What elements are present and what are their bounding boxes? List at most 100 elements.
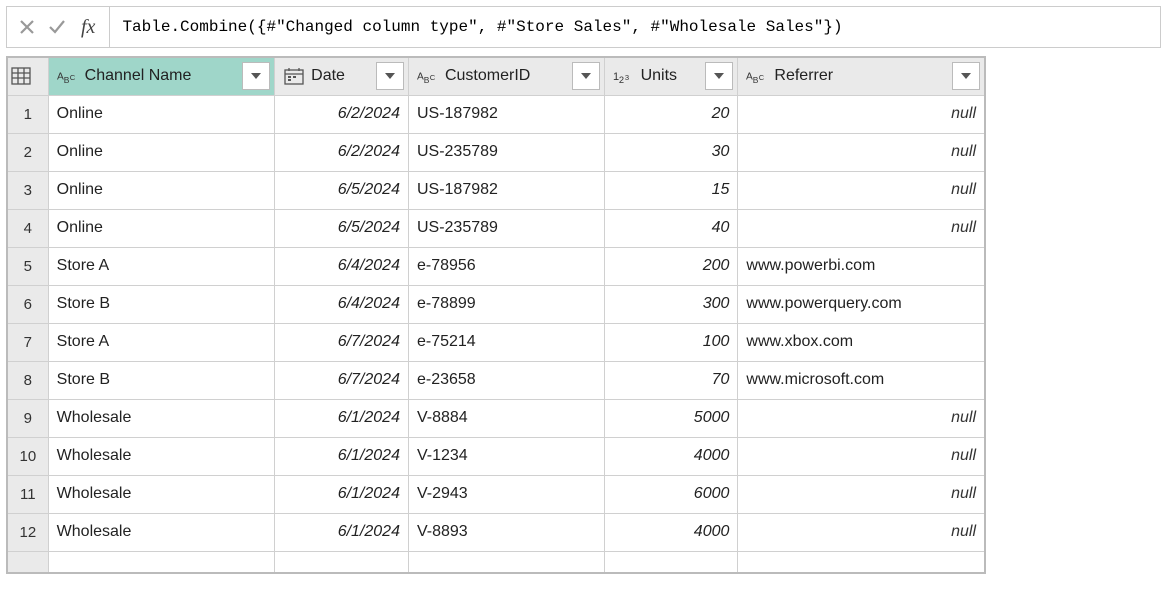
row-number[interactable]: 1 bbox=[7, 95, 48, 133]
cell-date[interactable]: 6/1/2024 bbox=[275, 437, 409, 475]
cell-customerid[interactable]: V-8884 bbox=[408, 399, 604, 437]
row-number[interactable]: 3 bbox=[7, 171, 48, 209]
filter-button[interactable] bbox=[242, 62, 270, 90]
cell-date[interactable]: 6/5/2024 bbox=[275, 209, 409, 247]
cell-referrer[interactable]: www.powerbi.com bbox=[738, 247, 985, 285]
cell-units[interactable]: 70 bbox=[604, 361, 738, 399]
cancel-icon[interactable] bbox=[15, 15, 39, 39]
table-row[interactable]: 10Wholesale6/1/2024V-12344000null bbox=[7, 437, 985, 475]
row-number[interactable]: 12 bbox=[7, 513, 48, 551]
cell-date[interactable]: 6/4/2024 bbox=[275, 285, 409, 323]
column-header-date[interactable]: Date bbox=[275, 57, 409, 95]
cell-units[interactable]: 5000 bbox=[604, 399, 738, 437]
cell-units[interactable]: 40 bbox=[604, 209, 738, 247]
cell-customerid[interactable]: V-2943 bbox=[408, 475, 604, 513]
cell-date[interactable]: 6/1/2024 bbox=[275, 475, 409, 513]
table-row[interactable]: 12Wholesale6/1/2024V-88934000null bbox=[7, 513, 985, 551]
cell-channel[interactable]: Online bbox=[48, 171, 274, 209]
row-number[interactable]: 6 bbox=[7, 285, 48, 323]
cell-units[interactable]: 30 bbox=[604, 133, 738, 171]
cell-units[interactable]: 15 bbox=[604, 171, 738, 209]
cell-channel[interactable]: Online bbox=[48, 133, 274, 171]
cell-customerid[interactable]: US-235789 bbox=[408, 209, 604, 247]
filter-button[interactable] bbox=[952, 62, 980, 90]
cell-customerid[interactable]: e-78899 bbox=[408, 285, 604, 323]
cell-date[interactable]: 6/1/2024 bbox=[275, 513, 409, 551]
cell-units[interactable]: 4000 bbox=[604, 513, 738, 551]
cell-referrer[interactable]: null bbox=[738, 513, 985, 551]
table-row[interactable]: 6Store B6/4/2024e-78899300www.powerquery… bbox=[7, 285, 985, 323]
cell-channel[interactable]: Store B bbox=[48, 361, 274, 399]
column-header-channel[interactable]: ABC Channel Name bbox=[48, 57, 274, 95]
row-number[interactable]: 4 bbox=[7, 209, 48, 247]
cell-date[interactable]: 6/1/2024 bbox=[275, 399, 409, 437]
cell-date[interactable]: 6/2/2024 bbox=[275, 95, 409, 133]
formula-input[interactable] bbox=[109, 7, 1160, 47]
row-number[interactable]: 8 bbox=[7, 361, 48, 399]
cell-units[interactable]: 100 bbox=[604, 323, 738, 361]
column-header-units[interactable]: 123 Units bbox=[604, 57, 738, 95]
cell-referrer[interactable]: null bbox=[738, 437, 985, 475]
table-row[interactable]: 8Store B6/7/2024e-2365870www.microsoft.c… bbox=[7, 361, 985, 399]
cell-referrer[interactable]: null bbox=[738, 133, 985, 171]
table-row[interactable]: 7Store A6/7/2024e-75214100www.xbox.com bbox=[7, 323, 985, 361]
table-row[interactable]: 5Store A6/4/2024e-78956200www.powerbi.co… bbox=[7, 247, 985, 285]
cell-referrer[interactable]: www.xbox.com bbox=[738, 323, 985, 361]
cell-referrer[interactable]: www.microsoft.com bbox=[738, 361, 985, 399]
fx-label[interactable]: fx bbox=[75, 16, 101, 39]
row-number[interactable]: 5 bbox=[7, 247, 48, 285]
cell-date[interactable]: 6/7/2024 bbox=[275, 361, 409, 399]
cell-units[interactable]: 6000 bbox=[604, 475, 738, 513]
cell-channel[interactable]: Store A bbox=[48, 247, 274, 285]
row-number[interactable]: 11 bbox=[7, 475, 48, 513]
cell-referrer[interactable]: null bbox=[738, 95, 985, 133]
row-number[interactable]: 2 bbox=[7, 133, 48, 171]
cell-customerid[interactable]: US-235789 bbox=[408, 133, 604, 171]
cell-channel[interactable]: Online bbox=[48, 209, 274, 247]
filter-button[interactable] bbox=[376, 62, 404, 90]
corner-cell[interactable] bbox=[7, 57, 48, 95]
cell-customerid[interactable]: V-1234 bbox=[408, 437, 604, 475]
cell-units[interactable]: 200 bbox=[604, 247, 738, 285]
column-header-referrer[interactable]: ABC Referrer bbox=[738, 57, 985, 95]
cell-date[interactable]: 6/4/2024 bbox=[275, 247, 409, 285]
cell-referrer[interactable]: null bbox=[738, 171, 985, 209]
cell-referrer[interactable]: null bbox=[738, 399, 985, 437]
cell-channel[interactable]: Online bbox=[48, 95, 274, 133]
table-row[interactable]: 11Wholesale6/1/2024V-29436000null bbox=[7, 475, 985, 513]
column-header-customerid[interactable]: ABC CustomerID bbox=[408, 57, 604, 95]
cell-units[interactable]: 300 bbox=[604, 285, 738, 323]
cell-referrer[interactable]: www.powerquery.com bbox=[738, 285, 985, 323]
cell-customerid[interactable]: US-187982 bbox=[408, 95, 604, 133]
table-row[interactable]: 9Wholesale6/1/2024V-88845000null bbox=[7, 399, 985, 437]
cell-customerid[interactable]: US-187982 bbox=[408, 171, 604, 209]
cell-units[interactable]: 20 bbox=[604, 95, 738, 133]
cell-units[interactable]: 4000 bbox=[604, 437, 738, 475]
table-row[interactable]: 2Online6/2/2024US-23578930null bbox=[7, 133, 985, 171]
cell-referrer[interactable]: null bbox=[738, 475, 985, 513]
row-number[interactable]: 9 bbox=[7, 399, 48, 437]
filter-button[interactable] bbox=[705, 62, 733, 90]
cell-channel[interactable]: Wholesale bbox=[48, 475, 274, 513]
table-row[interactable]: 3Online6/5/2024US-18798215null bbox=[7, 171, 985, 209]
cell-date[interactable]: 6/2/2024 bbox=[275, 133, 409, 171]
cell-customerid[interactable]: V-8893 bbox=[408, 513, 604, 551]
table-row[interactable]: 4Online6/5/2024US-23578940null bbox=[7, 209, 985, 247]
filter-button[interactable] bbox=[572, 62, 600, 90]
confirm-icon[interactable] bbox=[45, 15, 69, 39]
cell-channel[interactable]: Wholesale bbox=[48, 513, 274, 551]
row-number[interactable]: 7 bbox=[7, 323, 48, 361]
cell-customerid[interactable]: e-23658 bbox=[408, 361, 604, 399]
cell-channel[interactable]: Store B bbox=[48, 285, 274, 323]
cell-customerid[interactable]: e-75214 bbox=[408, 323, 604, 361]
cell-channel[interactable]: Wholesale bbox=[48, 399, 274, 437]
cell-channel[interactable]: Wholesale bbox=[48, 437, 274, 475]
cell-referrer[interactable]: null bbox=[738, 209, 985, 247]
row-number[interactable]: 10 bbox=[7, 437, 48, 475]
cell-date[interactable]: 6/7/2024 bbox=[275, 323, 409, 361]
cell-date[interactable]: 6/5/2024 bbox=[275, 171, 409, 209]
cell-customerid[interactable]: e-78956 bbox=[408, 247, 604, 285]
cell-channel[interactable]: Store A bbox=[48, 323, 274, 361]
data-grid: ABC Channel Name Date bbox=[6, 56, 986, 574]
table-row[interactable]: 1Online6/2/2024US-18798220null bbox=[7, 95, 985, 133]
